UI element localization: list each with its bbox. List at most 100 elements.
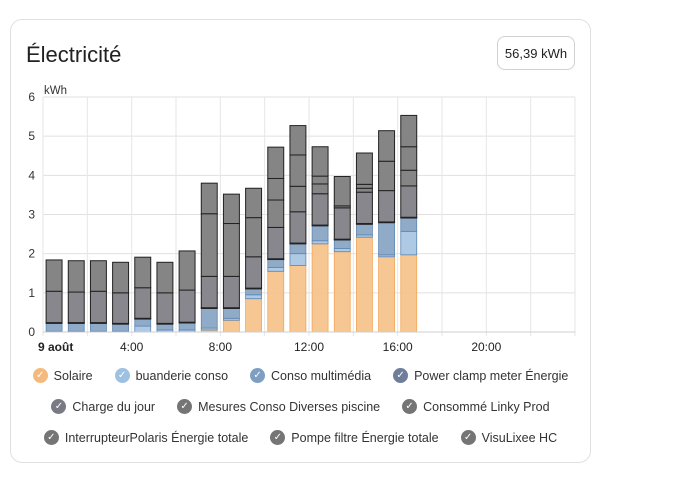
bar-segment-pompe: [355, 183, 373, 189]
legend-item-buanderie[interactable]: ✓ buanderie conso: [114, 368, 229, 383]
bar-segment-piscine: [400, 185, 418, 218]
bar-segment-multimedia: [134, 318, 152, 327]
bar-segment-buanderie: [289, 253, 307, 266]
legend-label: Power clamp meter Énergie: [414, 368, 569, 383]
bar-segment-buanderie: [267, 266, 285, 272]
bar-segment-multimedia: [356, 223, 373, 236]
bar-segment-piscine: [67, 291, 85, 324]
bar-segment-solaire: [311, 243, 329, 333]
bar-segment-pompe: [400, 146, 418, 171]
bar-segment-solaire: [378, 256, 395, 333]
legend-label: Pompe filtre Énergie totale: [291, 430, 439, 445]
bar-segment-visulixee: [378, 130, 396, 162]
bar-segment-multimedia: [311, 225, 329, 242]
bar-segment-linky: [289, 185, 307, 213]
bar-segment-visulixee: [400, 114, 418, 148]
bar-segment-multimedia: [67, 322, 85, 332]
bar-segment-pompe: [267, 177, 285, 201]
bar-segment-linky: [267, 199, 285, 228]
bar-segment-multimedia: [400, 217, 418, 232]
check-icon: ✓: [51, 399, 67, 414]
check-icon: ✓: [402, 399, 418, 414]
x-tick-label: 9 août: [38, 340, 73, 354]
y-axis-unit: kWh: [44, 85, 67, 97]
y-tick-label: 2: [28, 247, 35, 261]
legend-item-pompe[interactable]: ✓ Pompe filtre Énergie totale: [270, 430, 439, 445]
card-title: Électricité: [26, 42, 122, 67]
bar-segment-visulixee: [134, 256, 152, 289]
legend-label: VisuLixee HC: [481, 430, 558, 445]
y-tick-label: 4: [28, 168, 35, 182]
bar-segment-linky: [378, 160, 396, 192]
legend-label: Mesures Conso Diverses piscine: [198, 399, 381, 414]
bar-segment-visulixee: [67, 260, 85, 293]
bar-segment-piscine: [289, 211, 307, 244]
bar-segment-visulixee: [222, 193, 240, 225]
bar-segment-visulixee: [333, 176, 351, 207]
check-icon: ✓: [43, 430, 59, 445]
bar-segment-piscine: [178, 289, 196, 323]
bar-segment-multimedia: [156, 323, 174, 331]
bar-segment-pompe: [311, 175, 329, 185]
check-icon: ✓: [114, 368, 130, 383]
bar-segment-visulixee: [267, 146, 285, 179]
legend-label: buanderie conso: [135, 368, 229, 383]
bar-segment-visulixee: [245, 187, 263, 219]
bar-segment-solaire: [356, 236, 373, 333]
legend-label: Conso multimédia: [271, 368, 372, 383]
bar-segment-buanderie: [134, 325, 152, 333]
y-tick-label: 3: [28, 208, 35, 222]
check-icon: ✓: [460, 430, 476, 445]
bar-segment-piscine: [45, 290, 63, 324]
legend-item-visulixee[interactable]: ✓ VisuLixee HC: [460, 430, 558, 445]
bar-segment-piscine: [112, 292, 130, 324]
x-tick-label: 20:00: [471, 340, 501, 354]
bar-segment-multimedia: [178, 322, 196, 331]
bar-segment-piscine: [89, 290, 107, 324]
bar-segment-visulixee: [112, 261, 130, 294]
legend-label: InterrupteurPolaris Énergie totale: [64, 430, 249, 445]
bar-segment-multimedia: [200, 308, 218, 329]
legend-item-polaris[interactable]: ✓ InterrupteurPolaris Énergie totale: [43, 430, 249, 445]
total-energy-badge[interactable]: 56,39 kWh: [497, 36, 575, 70]
bar-segment-visulixee: [355, 152, 373, 185]
bar-segment-piscine: [267, 226, 285, 260]
legend-row-2: ✓ Charge du jour ✓ Mesures Conso Diverses p…: [10, 391, 591, 422]
bar-segment-pompe: [289, 154, 307, 187]
bar-segment-multimedia: [289, 243, 307, 255]
legend-item-linky[interactable]: ✓ Consommé Linky Prod: [402, 399, 550, 414]
legend-item-piscine[interactable]: ✓ Mesures Conso Diverses piscine: [177, 399, 380, 414]
bar-segment-solaire: [223, 319, 240, 333]
bar-segment-solaire: [400, 254, 418, 333]
bar-segment-piscine: [355, 191, 373, 225]
legend-label: Charge du jour: [72, 399, 156, 414]
y-tick-label: 1: [28, 286, 35, 300]
bar-segment-piscine: [156, 292, 174, 324]
bar-segment-buanderie: [245, 294, 262, 300]
bar-segment-piscine: [245, 256, 263, 289]
bar-segment-visulixee: [156, 261, 174, 294]
check-icon: ✓: [270, 430, 286, 445]
bar-segment-multimedia: [378, 222, 395, 256]
bar-segment-buanderie: [400, 230, 418, 256]
legend-label: Solaire: [53, 368, 93, 383]
bar-segment-linky: [200, 213, 218, 277]
bar-segment-visulixee: [45, 259, 63, 292]
bar-segment-linky: [311, 183, 329, 195]
bar-segment-piscine: [378, 190, 396, 223]
bar-segment-multimedia: [90, 322, 107, 332]
bar-segment-visulixee: [89, 260, 107, 292]
legend-item-solaire[interactable]: ✓ Solaire: [32, 368, 93, 383]
energy-bar-chart: 0 1 2 3 4 5 6 kWh 9 août 4:00 8:00 12:00 16:00 20:00: [28, 85, 576, 354]
bar-segment-multimedia: [45, 322, 63, 332]
x-tick-label: 16:00: [383, 340, 413, 354]
legend-item-multimedia[interactable]: ✓ Conso multimédia: [250, 368, 371, 383]
bar-segment-solaire: [267, 270, 285, 333]
check-icon: ✓: [177, 399, 193, 414]
bar-segment-piscine: [222, 275, 240, 309]
legend-item-powerclamp[interactable]: ✓ Power clamp meter Énergie: [393, 368, 568, 383]
x-tick-label: 4:00: [120, 340, 144, 354]
bar-segment-linky: [400, 169, 418, 187]
chart-legend: ✓ Solaire ✓ buanderie conso ✓ Conso multimédi…: [10, 360, 591, 453]
legend-item-charge[interactable]: ✓ Charge du jour: [51, 399, 155, 414]
